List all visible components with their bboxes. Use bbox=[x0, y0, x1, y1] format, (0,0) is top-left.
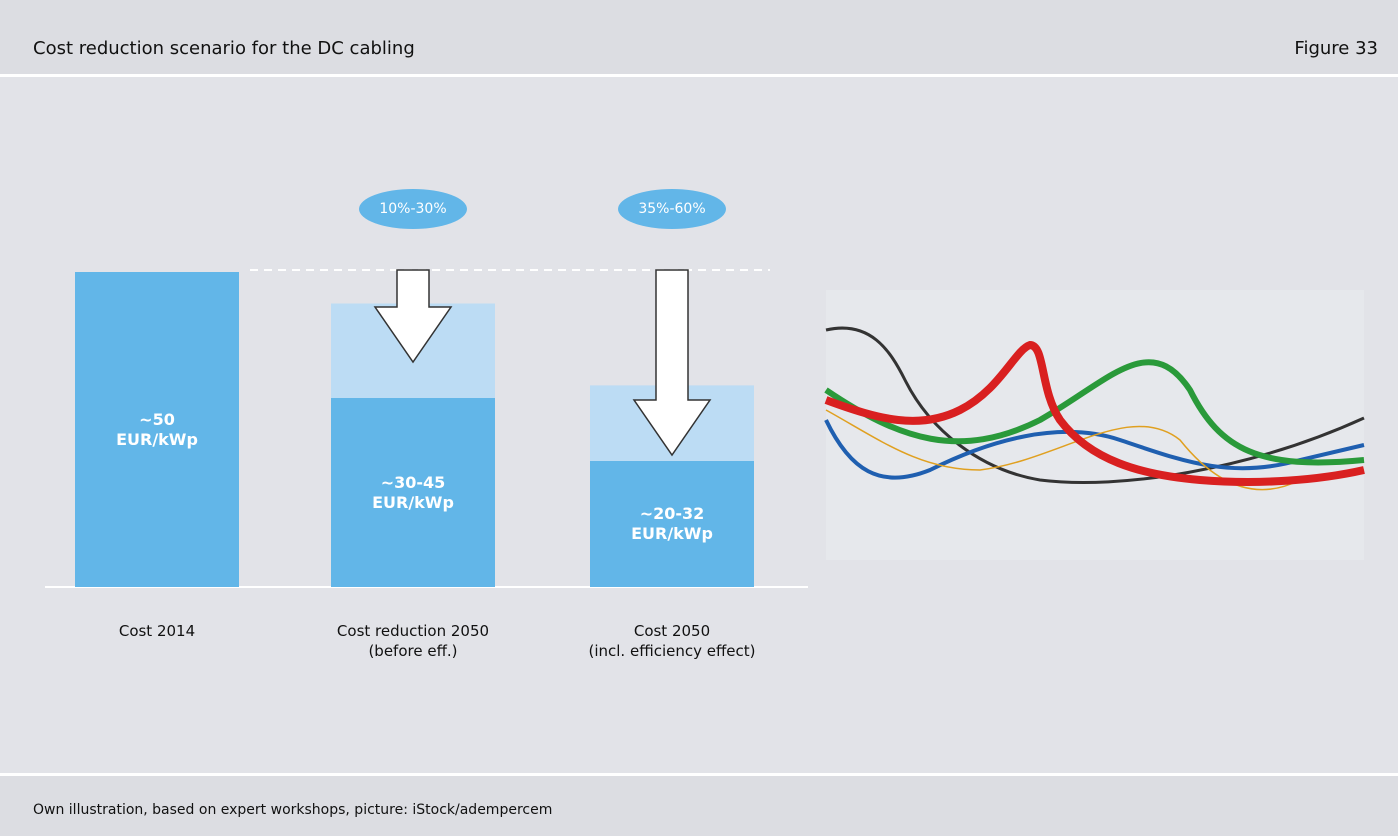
value-label: ~30-45 EUR/kWp bbox=[372, 472, 454, 512]
value-label: ~20-32 EUR/kWp bbox=[631, 504, 713, 543]
header: Cost reduction scenario for the DC cabli… bbox=[0, 0, 1398, 77]
category-label: (before eff.) bbox=[368, 642, 458, 660]
bar bbox=[590, 461, 754, 587]
arrow bbox=[632, 269, 712, 457]
reduction-badge: 35%-60% bbox=[618, 189, 726, 229]
category-label: Cost 2050 bbox=[633, 622, 711, 640]
value-label: ~50 EUR/kWp bbox=[116, 409, 198, 449]
footer: Own illustration, based on expert worksh… bbox=[0, 773, 1398, 836]
reduction-badge: 10%-30% bbox=[359, 189, 467, 229]
category-label: Cost 2014 bbox=[118, 622, 196, 640]
cable-picture bbox=[824, 290, 1365, 560]
bar bbox=[331, 398, 495, 587]
chart-title: Cost reduction scenario for the DC cabli… bbox=[33, 38, 415, 59]
arrow bbox=[373, 269, 453, 364]
figure-label: Figure 33 bbox=[1294, 38, 1378, 59]
bar bbox=[75, 272, 239, 587]
category-label: (incl. efficiency effect) bbox=[588, 642, 756, 660]
source: Own illustration, based on expert worksh… bbox=[33, 802, 553, 818]
category-label: Cost reduction 2050 bbox=[336, 622, 490, 640]
